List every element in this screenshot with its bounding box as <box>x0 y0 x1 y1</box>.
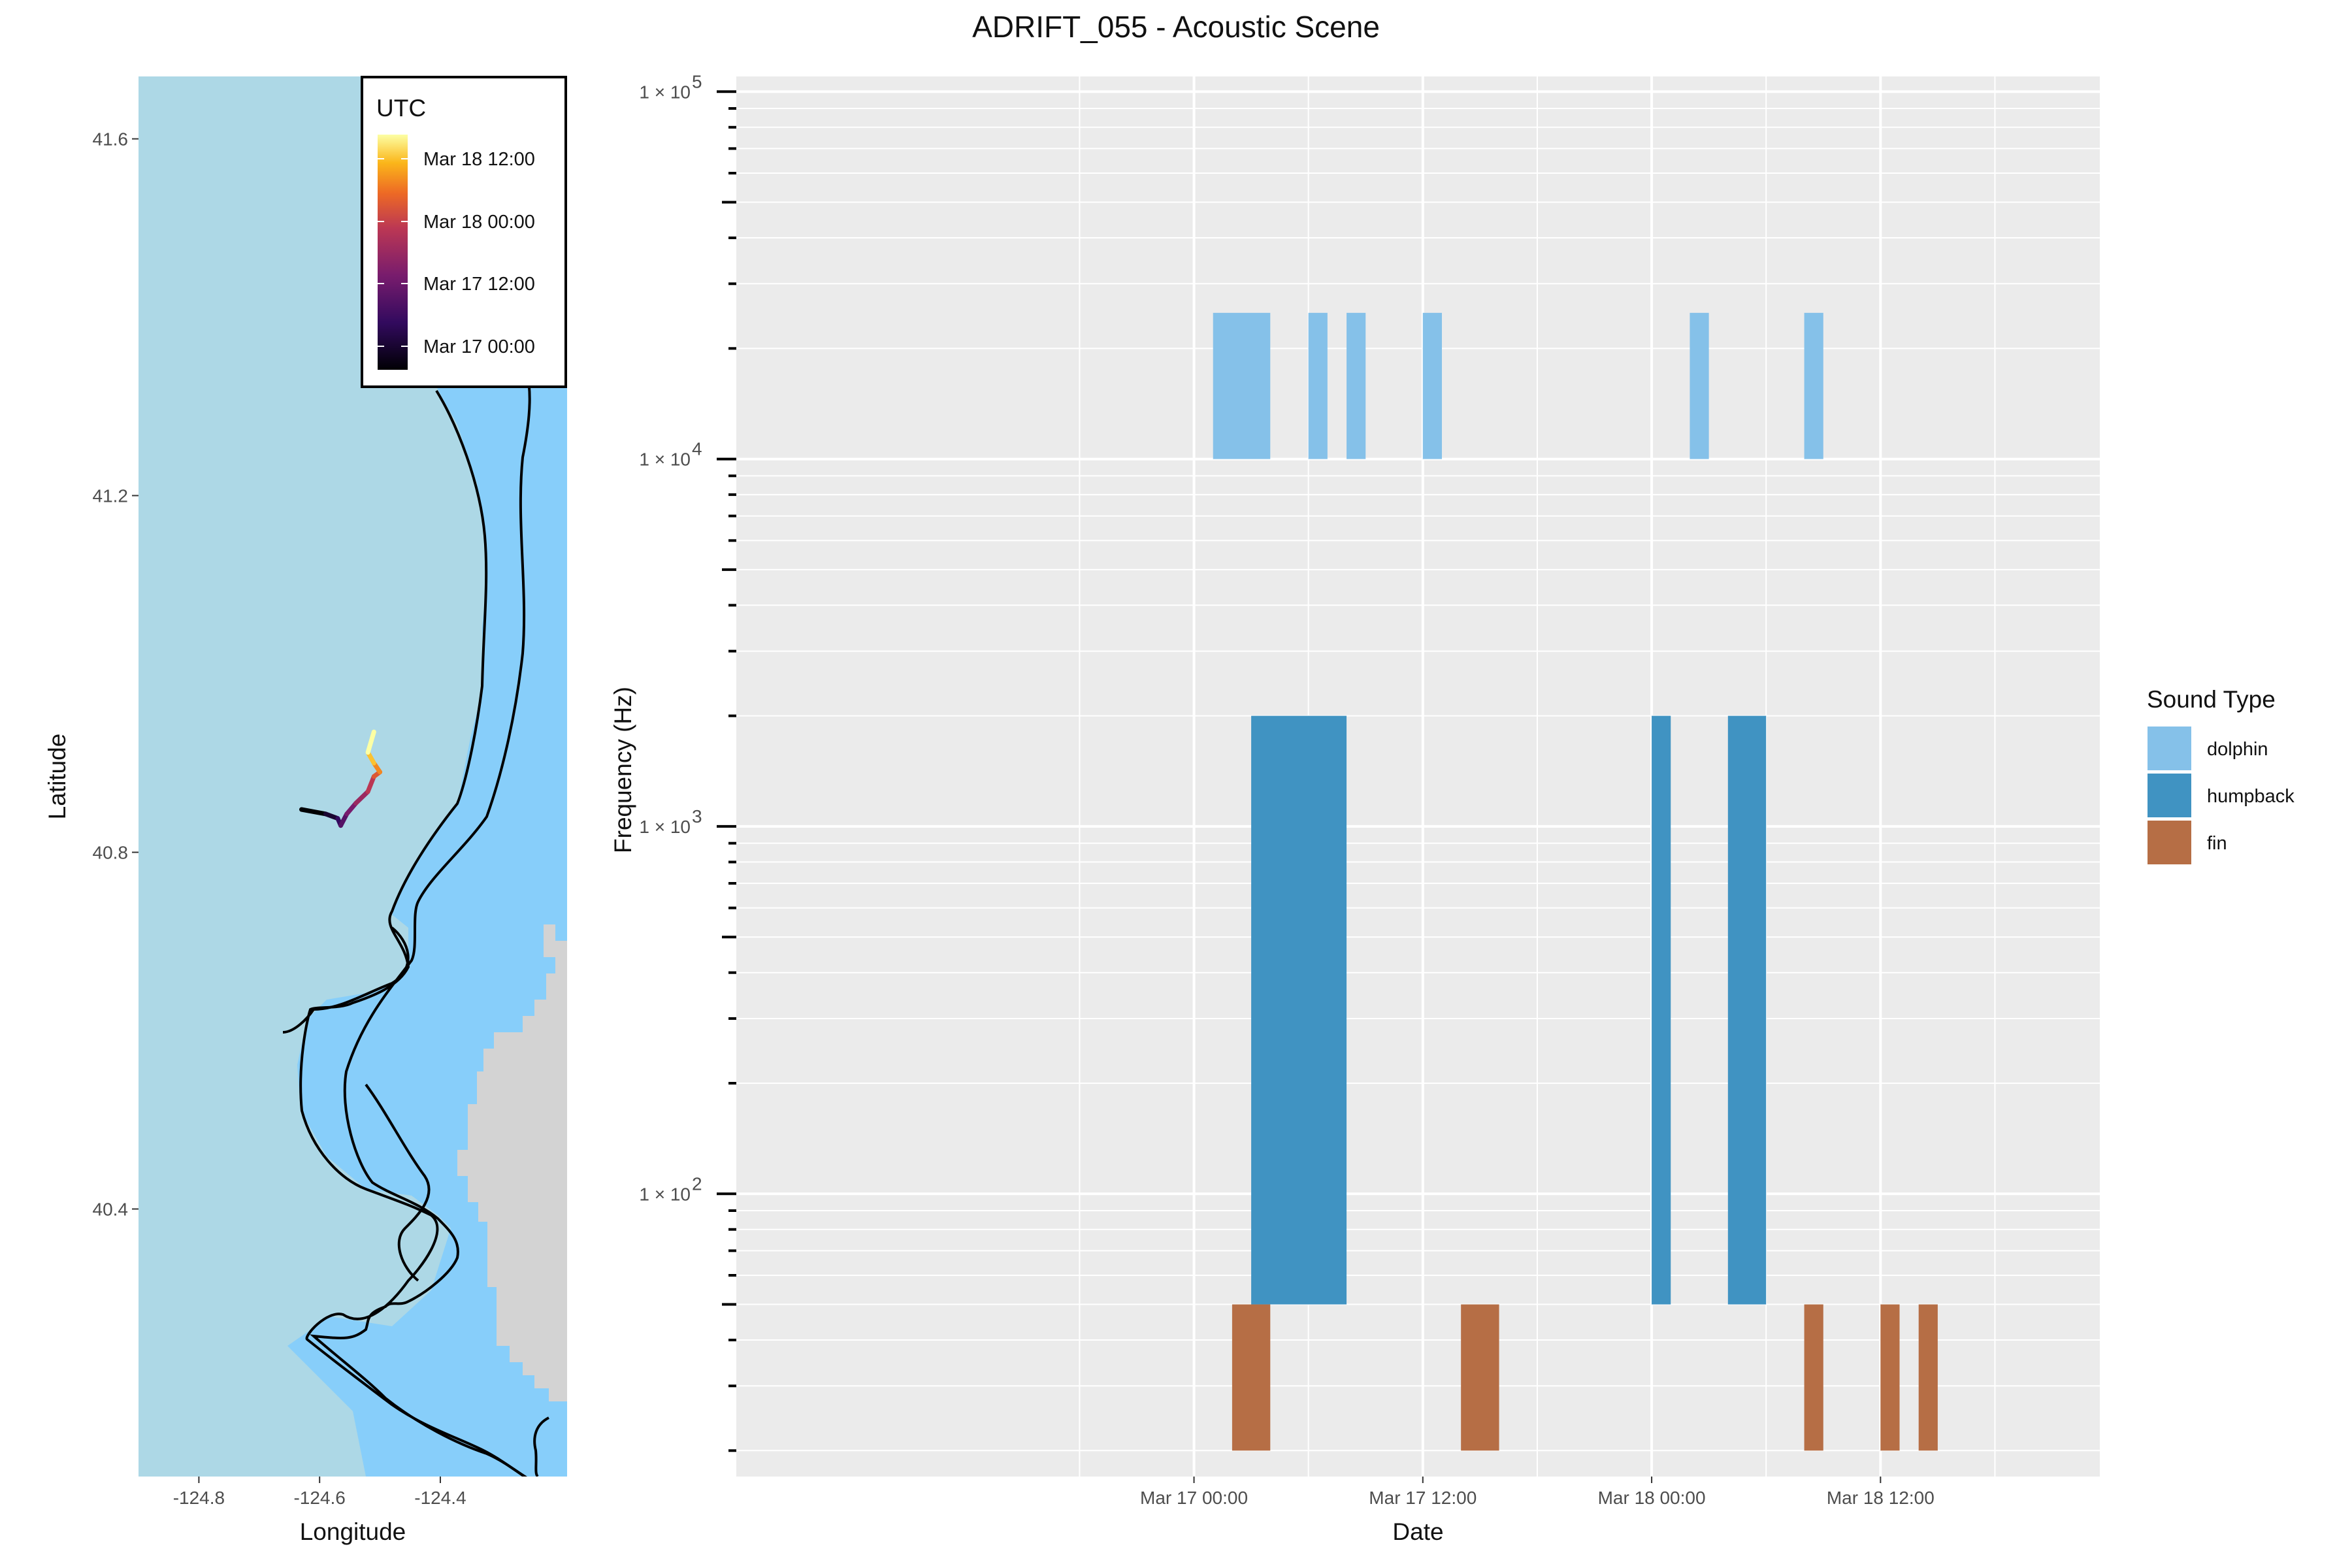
humpback-series <box>1251 715 1767 1305</box>
fin-detection-bar <box>1804 1304 1823 1451</box>
drift-track-segment <box>365 774 376 794</box>
map-x-axis-title: Longitude <box>300 1518 406 1545</box>
utc-legend: UTC Mar 18 12:00 Mar 18 00:00 Mar 17 12:00 M… <box>361 76 567 388</box>
dolphin-detection-bar <box>1308 312 1328 459</box>
map-panel: -124.8 -124.6 -124.4 40.4 40.8 41.2 41.6 Longit… <box>44 76 567 1545</box>
map-contour-outer <box>299 389 527 1477</box>
legend-swatch-humpback <box>2148 774 2191 817</box>
map-x-tick-label: -124.6 <box>293 1488 345 1508</box>
y-tick-exponent: 3 <box>692 806 702 826</box>
legend-swatch-fin <box>2148 821 2191 864</box>
map-y-tick-label: 40.8 <box>93 843 129 863</box>
legend-swatch-dolphin <box>2148 727 2191 770</box>
timeline-plot-background <box>736 76 2100 1477</box>
drift-track-segment <box>299 807 328 817</box>
x-tick-label: Mar 17 12:00 <box>1369 1488 1477 1508</box>
legend-label-fin: fin <box>2207 833 2227 854</box>
utc-legend-label: Mar 18 00:00 <box>423 212 535 233</box>
map-land <box>457 924 567 1401</box>
map-contour-channel <box>365 1083 431 1282</box>
sound-type-legend: Sound Type dolphin humpback fin <box>2147 686 2295 864</box>
map-contour-bay <box>282 926 410 1034</box>
legend-label-humpback: humpback <box>2207 786 2295 807</box>
dolphin-series <box>1213 312 1823 459</box>
utc-legend-label: Mar 18 12:00 <box>423 149 535 170</box>
dolphin-detection-bar <box>1213 312 1271 459</box>
drift-track-segment <box>344 800 359 817</box>
y-tick-label: 1 × 10 <box>639 82 691 102</box>
drift-track-segment <box>353 789 370 806</box>
fin-detection-bar <box>1232 1304 1271 1451</box>
x-tick-label: Mar 18 12:00 <box>1827 1488 1935 1508</box>
map-y-tick-label: 41.2 <box>93 486 129 506</box>
y-tick-exponent: 5 <box>692 71 702 91</box>
x-axis-title: Date <box>1392 1518 1443 1545</box>
dolphin-detection-bar <box>1422 312 1442 459</box>
humpback-detection-bar <box>1251 715 1347 1305</box>
map-x-tick-label: -124.4 <box>414 1488 466 1508</box>
utc-legend-label: Mar 17 12:00 <box>423 274 535 295</box>
y-tick-label: 1 × 10 <box>639 817 691 837</box>
x-tick-label: Mar 18 00:00 <box>1598 1488 1706 1508</box>
map-y-tick-label: 40.4 <box>93 1200 129 1220</box>
dolphin-detection-bar <box>1804 312 1823 459</box>
map-layers <box>282 340 567 1477</box>
fin-detection-bar <box>1461 1304 1499 1451</box>
map-contour-southern <box>533 1416 549 1477</box>
dolphin-detection-bar <box>1690 312 1709 459</box>
drift-track-segment <box>365 729 376 755</box>
y-tick-label: 1 × 10 <box>639 1184 691 1204</box>
map-x-tick-label: -124.8 <box>173 1488 225 1508</box>
humpback-detection-bar <box>1727 715 1767 1305</box>
y-tick-label: 1 × 10 <box>639 449 691 470</box>
drift-track <box>299 729 383 828</box>
utc-legend-title: UTC <box>376 95 426 122</box>
sound-type-legend-title: Sound Type <box>2147 686 2276 713</box>
fin-detection-bar <box>1918 1304 1938 1451</box>
chart-title: ADRIFT_055 - Acoustic Scene <box>972 10 1380 44</box>
dolphin-detection-bar <box>1347 312 1366 459</box>
map-y-axis-title: Latitude <box>44 734 71 820</box>
utc-legend-label: Mar 17 00:00 <box>423 336 535 357</box>
fin-series <box>1232 1304 1938 1451</box>
map-y-tick-label: 41.6 <box>93 129 129 150</box>
y-axis-title: Frequency (Hz) <box>610 687 636 853</box>
humpback-detection-bar <box>1652 715 1671 1305</box>
y-tick-exponent: 2 <box>692 1173 702 1194</box>
y-tick-exponent: 4 <box>692 439 702 459</box>
x-tick-label: Mar 17 00:00 <box>1140 1488 1248 1508</box>
legend-label-dolphin: dolphin <box>2207 739 2268 760</box>
utc-colorbar <box>378 135 408 370</box>
fin-detection-bar <box>1880 1304 1900 1451</box>
map-contour-inner <box>309 351 531 1477</box>
